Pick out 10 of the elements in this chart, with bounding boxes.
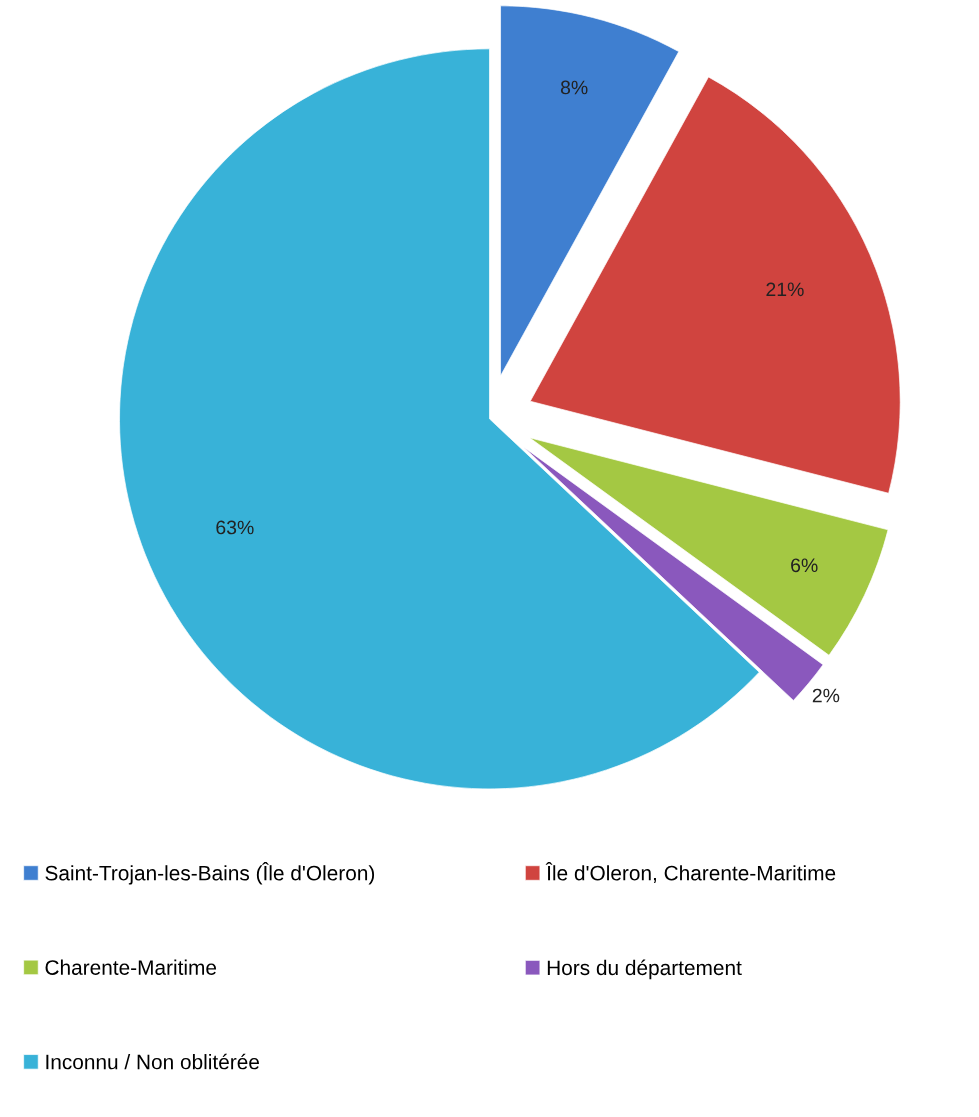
legend-label: Hors du département: [547, 959, 742, 980]
data-label: 21%: [766, 282, 804, 297]
legend-label: Inconnu / Non oblitérée: [46, 1053, 259, 1070]
data-label: 2%: [812, 688, 840, 703]
data-label: 63%: [216, 520, 254, 535]
data-label: 6%: [791, 558, 818, 573]
legend-label: Saint-Trojan-les-Bains (Île d'Oleron): [45, 862, 375, 885]
legend-label: Île d'Oleron, Charente-Maritime: [545, 862, 836, 883]
legend-label: Charente-Maritime: [45, 959, 217, 975]
data-label: 8%: [560, 80, 588, 95]
